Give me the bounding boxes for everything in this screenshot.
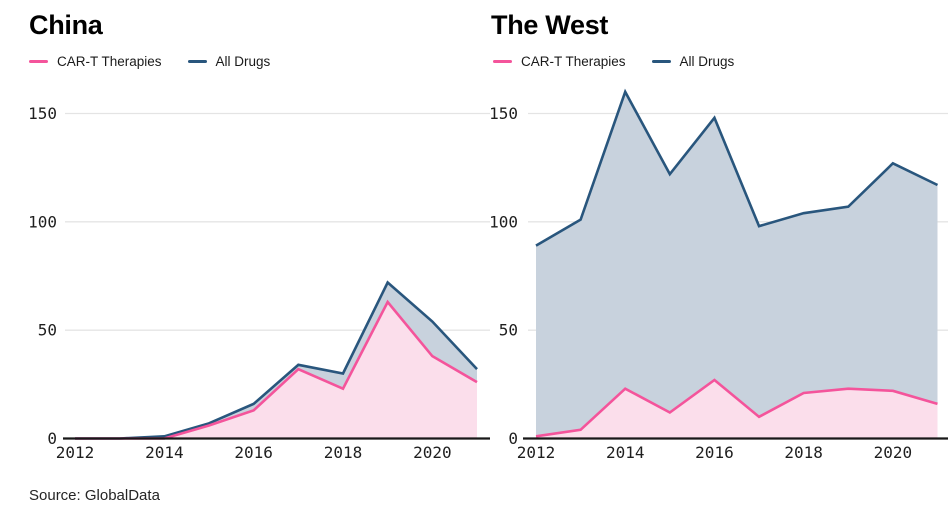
svg-text:50: 50 [38,321,57,340]
chart-title: The West [491,10,609,40]
svg-text:150: 150 [28,104,57,123]
legend-label-cart: CAR-T Therapies [521,54,626,69]
source-credit: Source: GlobalData [29,487,160,504]
svg-text:2016: 2016 [234,443,273,462]
legend: CAR-T Therapies All Drugs [493,54,734,69]
svg-text:2012: 2012 [56,443,95,462]
cart-line-swatch-icon [29,59,48,64]
svg-text:0: 0 [47,429,57,448]
svg-text:100: 100 [489,212,518,231]
svg-text:2014: 2014 [606,443,645,462]
legend-item-cart: CAR-T Therapies [493,54,626,69]
svg-text:2020: 2020 [413,443,452,462]
svg-text:2012: 2012 [517,443,556,462]
svg-text:2018: 2018 [324,443,363,462]
legend-label-alldrugs: All Drugs [679,54,735,69]
cart-line-swatch-icon [493,59,512,64]
svg-text:2018: 2018 [784,443,823,462]
legend-label-alldrugs: All Drugs [215,54,271,69]
svg-text:2016: 2016 [695,443,734,462]
west-plot-area: 0 50 100 150 2012 2014 2016 2018 2020 [489,88,948,462]
chart-title: China [29,10,103,40]
svg-text:0: 0 [508,429,518,448]
svg-text:50: 50 [499,321,518,340]
legend-item-cart: CAR-T Therapies [29,54,162,69]
svg-text:100: 100 [28,212,57,231]
legend-item-alldrugs: All Drugs [651,54,735,69]
legend: CAR-T Therapies All Drugs [29,54,270,69]
china-plot-area: 0 50 100 150 2012 2014 2016 2018 2020 [28,104,490,462]
legend-item-alldrugs: All Drugs [187,54,271,69]
alldrugs-line-swatch-icon [187,59,207,64]
alldrugs-line-swatch-icon [651,59,671,64]
legend-label-cart: CAR-T Therapies [57,54,162,69]
svg-text:150: 150 [489,104,518,123]
svg-text:2014: 2014 [145,443,184,462]
svg-text:2020: 2020 [874,443,913,462]
